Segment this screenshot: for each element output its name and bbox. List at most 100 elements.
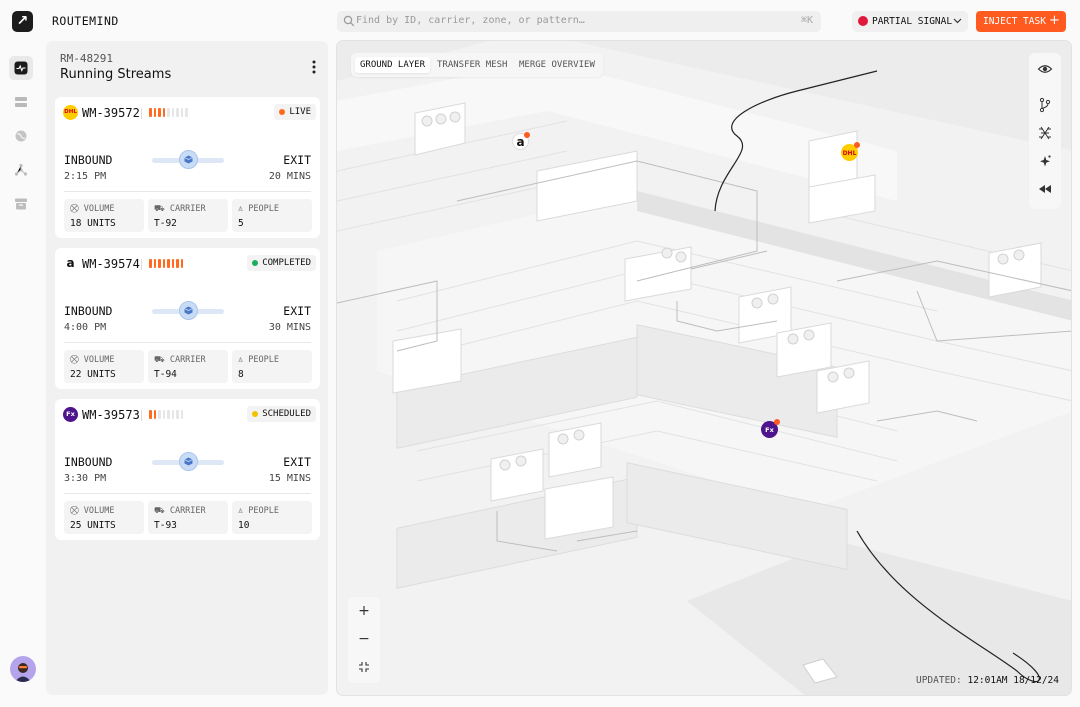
status-label: SCHEDULED [262,409,311,419]
sparkle-icon[interactable] [1037,153,1053,169]
person-icon: ♙ [238,355,244,365]
card-divider [64,493,311,494]
load-bar-segment [180,259,183,268]
chevron-down-icon [953,18,962,24]
panel-title: Running Streams [60,67,172,82]
volume-stat: ⛒ VOLUME 25 UNITS [64,501,144,534]
signal-label: PARTIAL SIGNAL [872,16,953,27]
progress-knob[interactable] [179,452,198,471]
load-bar-segment [153,108,156,117]
more-options-icon[interactable] [308,59,320,75]
plus-icon: + [1049,13,1060,28]
tab-merge-overview[interactable]: MERGE OVERVIEW [519,60,595,70]
branch-icon[interactable] [1037,97,1053,113]
inbound-time: 4:00 PM [64,322,107,333]
nav-layers[interactable] [9,90,33,114]
rewind-icon[interactable] [1037,181,1053,197]
app-logo-icon[interactable]: ↗ [12,11,33,32]
inbound-label: INBOUND [64,304,113,318]
volume-label: VOLUME [83,506,115,516]
load-bar-segment [149,259,152,268]
stream-card[interactable]: a WM-39574 COMPLETED INBOUND 4:00 PM EXI… [55,248,320,389]
globe-icon [15,130,27,142]
dhl-logo-icon: DHL [63,105,78,120]
stream-card[interactable]: DHL WM-39572 LIVE INBOUND 2:15 PM EXIT 2… [55,97,320,238]
nav-globe[interactable] [9,124,33,148]
load-bar-segment [180,410,183,419]
tab-transfer-mesh[interactable]: TRANSFER MESH [437,60,508,70]
volume-icon: ⛒ [70,506,79,516]
nav-activity[interactable] [9,56,33,80]
volume-label: VOLUME [83,355,115,365]
load-bar-segment [158,410,161,419]
load-bar-segment [185,108,188,117]
load-bar-segment [176,259,179,268]
layers-icon [15,97,27,107]
collapse-icon [359,662,369,672]
carrier-label: CARRIER [169,506,206,516]
top-bar: ↗ ROUTEMIND Find by ID, carrier, zone, o… [0,0,1080,42]
map-toolbar [1029,53,1061,209]
status-label: LIVE [289,107,311,117]
exit-label: EXIT [283,153,311,167]
load-bars [149,108,188,118]
zoom-in-button[interactable]: + [358,603,370,619]
warehouse-map[interactable]: GROUND LAYER TRANSFER MESH MERGE OVERVIEW … [336,40,1072,696]
load-bar-segment [171,410,174,419]
carrier-label: CARRIER [169,355,206,365]
divider [141,108,142,119]
eye-icon[interactable] [1037,61,1053,77]
last-updated: UPDATED: 12:01AM 18/12/24 [916,675,1059,686]
volume-icon: ⛒ [70,204,79,214]
dhl-map-pin[interactable]: DHL [841,142,860,161]
fedex-map-pin[interactable]: Fx [761,419,780,438]
carrier-value: T-93 [154,520,177,531]
amazon-map-pin[interactable]: a [512,132,530,150]
search-input[interactable]: Find by ID, carrier, zone, or pattern… ⌘… [337,11,821,32]
progress-knob[interactable] [179,301,198,320]
load-bar-segment [176,108,179,117]
person-icon: ♙ [238,204,244,214]
carrier-stat: ⛟ CARRIER T-94 [148,350,228,383]
activity-icon [14,61,28,75]
stream-card[interactable]: Fx WM-39573 SCHEDULED INBOUND 3:30 PM EX… [55,399,320,540]
isometric-floor-plan [337,41,1071,695]
people-value: 8 [238,369,244,380]
carrier-stat: ⛟ CARRIER T-92 [148,199,228,232]
stream-id: WM-39574 [82,257,140,271]
zoom-out-button[interactable]: − [358,631,370,647]
nav-archive[interactable] [9,192,33,216]
app-title: ROUTEMIND [52,14,119,28]
package-icon [184,155,193,164]
load-bar-segment [162,259,165,268]
carrier-value: T-94 [154,369,177,380]
user-avatar[interactable] [10,656,36,682]
load-bar-segment [158,108,161,117]
inbound-time: 2:15 PM [64,171,107,182]
inject-task-button[interactable]: INJECT TASK + [976,11,1066,32]
truck-icon: ⛟ [154,204,165,214]
stream-id: WM-39572 [82,106,140,120]
signal-dropdown[interactable]: PARTIAL SIGNAL [852,11,968,32]
fit-view-button[interactable] [348,653,380,681]
volume-value: 22 UNITS [70,369,116,380]
zoom-controls: + − [348,597,380,683]
load-bar-segment [162,410,165,419]
pattern-icon[interactable] [1037,125,1053,141]
load-bar-segment [171,108,174,117]
tab-ground-layer[interactable]: GROUND LAYER [355,57,431,73]
load-bar-segment [149,410,152,419]
map-tabs: GROUND LAYER TRANSFER MESH MERGE OVERVIEW [351,53,603,77]
truck-icon: ⛟ [154,355,165,365]
people-stat: ♙ PEOPLE 5 [232,199,312,232]
volume-stat: ⛒ VOLUME 22 UNITS [64,350,144,383]
progress-knob[interactable] [179,150,198,169]
nav-network[interactable] [9,158,33,182]
load-bar-segment [167,108,170,117]
network-icon [14,163,28,176]
load-bar-segment [153,410,156,419]
volume-value: 25 UNITS [70,520,116,531]
fedex-logo-icon: Fx [63,407,78,422]
status-dot [252,411,259,417]
people-label: PEOPLE [248,355,279,365]
